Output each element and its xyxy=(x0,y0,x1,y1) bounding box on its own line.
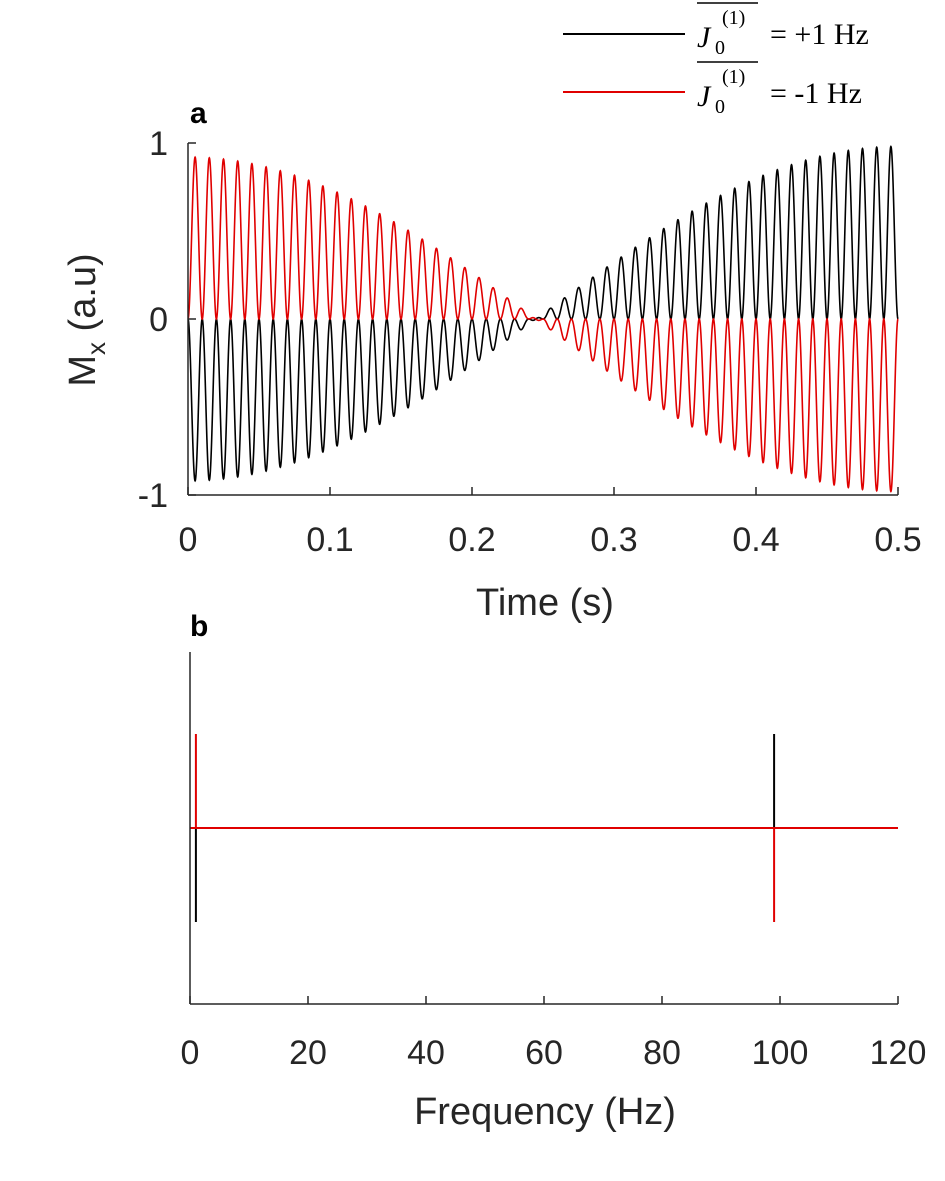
panel-b-xtick-label: 120 xyxy=(870,1034,927,1072)
legend-symbol-red: J xyxy=(697,80,712,113)
panel-a-xtick-label: 0.5 xyxy=(874,521,921,559)
legend-value-red: = -1 Hz xyxy=(770,77,862,110)
panel-b-xlabel: Frequency (Hz) xyxy=(414,1091,676,1133)
legend-label-black: J 0 (1) = +1 Hz xyxy=(697,2,869,59)
panel-a-xtick-label: 0.4 xyxy=(732,521,779,559)
panel-a-xtick-label: 0.1 xyxy=(306,521,353,559)
panel-a-xtick-labels: 0 0.1 0.2 0.3 0.4 0.5 xyxy=(179,521,922,559)
legend-label-red: J 0 (1) = -1 Hz xyxy=(697,61,862,118)
legend: J 0 (1) = +1 Hz J 0 (1) = -1 Hz xyxy=(563,2,869,118)
panel-a: a 0 0.1 0.2 0.3 0.4 0.5 -1 0 1 Time (s) Mx (a.u… xyxy=(62,97,922,624)
panel-a-ylabel: Mx (a.u) xyxy=(62,253,111,386)
panel-b-axes xyxy=(189,652,899,1005)
panel-a-xtick-label: 0 xyxy=(179,521,198,559)
panel-a-axes xyxy=(187,142,899,496)
panel-a-ytick-label: 1 xyxy=(149,125,168,163)
ylabel-rest: (a.u) xyxy=(62,253,104,342)
svg-text:Mx (a.u): Mx (a.u) xyxy=(62,253,111,386)
panel-b-xtick-label: 0 xyxy=(181,1034,200,1072)
ylabel-main: M xyxy=(62,355,104,387)
panel-a-xlabel: Time (s) xyxy=(476,582,614,624)
panel-a-xtick-label: 0.3 xyxy=(590,521,637,559)
legend-symbol-black: J xyxy=(697,21,712,54)
legend-subscript-red: 0 xyxy=(715,96,725,118)
panel-a-ytick-labels: -1 0 1 xyxy=(138,125,168,515)
panel-a-xtick-label: 0.2 xyxy=(448,521,495,559)
panel-a-series xyxy=(187,145,899,493)
legend-value-black: = +1 Hz xyxy=(770,18,869,51)
panel-a-ytick-label: 0 xyxy=(149,301,168,339)
ylabel-sub: x xyxy=(81,342,111,355)
panel-b-xtick-label: 100 xyxy=(752,1034,809,1072)
panel-b-series xyxy=(190,734,898,922)
panel-a-letter: a xyxy=(190,97,207,130)
panel-b-letter: b xyxy=(190,610,208,643)
panel-b-xtick-label: 80 xyxy=(643,1034,681,1072)
panel-a-series-line-red xyxy=(187,155,899,493)
panel-b-xtick-label: 40 xyxy=(407,1034,445,1072)
panel-a-series-line-black xyxy=(187,145,899,483)
panel-b-xtick-label: 60 xyxy=(525,1034,563,1072)
panel-b-xtick-label: 20 xyxy=(289,1034,327,1072)
legend-superscript-black: (1) xyxy=(722,7,745,29)
legend-subscript-black: 0 xyxy=(715,37,725,59)
legend-superscript-red: (1) xyxy=(722,66,745,88)
panel-a-ytick-label: -1 xyxy=(138,477,168,515)
panel-b-xtick-labels: 0 20 40 60 80 100 120 xyxy=(181,1034,927,1072)
panel-b: b 0 20 40 60 80 100 120 Frequency (Hz) xyxy=(181,610,927,1133)
